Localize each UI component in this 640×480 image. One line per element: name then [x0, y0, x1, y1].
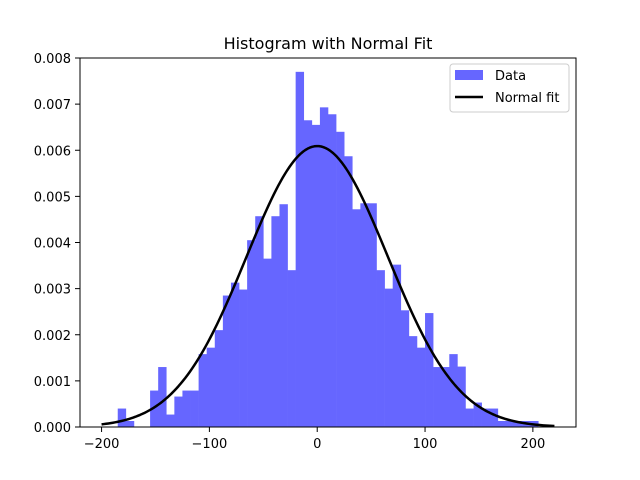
histogram-bar — [158, 367, 167, 427]
histogram-bar — [190, 390, 199, 427]
histogram-bar — [514, 421, 523, 427]
histogram-bar — [319, 107, 329, 427]
histogram-bar — [255, 216, 264, 427]
histogram-bar — [368, 203, 377, 427]
histogram-bar — [497, 421, 507, 427]
chart-title: Histogram with Normal Fit — [224, 34, 433, 53]
histogram-bar — [384, 288, 393, 428]
histogram-bar — [117, 408, 127, 427]
histogram-bar — [481, 408, 491, 427]
x-tick-label: 200 — [520, 437, 545, 452]
histogram-bar — [247, 240, 256, 427]
histogram-bar — [271, 216, 280, 427]
histogram-bar — [198, 354, 207, 427]
histogram-bars — [117, 71, 539, 428]
histogram-bar — [230, 282, 240, 427]
histogram-bar — [239, 289, 248, 427]
histogram-bar — [311, 124, 321, 427]
histogram-bar — [125, 421, 135, 427]
histogram-bar — [174, 396, 183, 427]
y-tick-label: 0.000 — [34, 421, 71, 436]
histogram-bar — [214, 330, 224, 427]
legend-swatch-data — [455, 70, 483, 80]
histogram-bar — [457, 366, 466, 427]
histogram-bar — [352, 209, 361, 427]
x-tick-label: 100 — [413, 437, 438, 452]
histogram-bar — [473, 402, 482, 427]
x-tick-label: −200 — [84, 437, 120, 452]
histogram-bar — [425, 313, 434, 427]
legend-label-data: Data — [495, 69, 526, 84]
histogram-bar — [449, 354, 458, 427]
histogram-bar — [400, 310, 410, 427]
histogram-bar — [328, 114, 337, 428]
histogram-bar — [344, 156, 353, 427]
histogram-bar — [279, 204, 288, 427]
histogram-bar — [222, 295, 232, 427]
histogram-bar — [505, 421, 515, 427]
histogram-bar — [206, 347, 216, 427]
y-tick-label: 0.003 — [34, 283, 71, 298]
histogram-bar — [166, 414, 175, 427]
axes: −200 −100 0 100 200 0.000 0.001 0.002 0.003 0.004… — [34, 52, 577, 452]
histogram-bar — [465, 408, 474, 427]
normal-fit-curve — [101, 144, 555, 428]
histogram-bar — [182, 390, 191, 427]
x-tick-label: −100 — [192, 437, 228, 452]
histogram-bar — [303, 120, 313, 428]
y-tick-label: 0.004 — [34, 237, 71, 252]
x-tick-label: 0 — [313, 437, 321, 452]
legend-label-normal-fit: Normal fit — [495, 91, 559, 106]
y-tick-label: 0.005 — [34, 190, 71, 205]
histogram-bar — [336, 131, 345, 428]
y-tick-label: 0.008 — [34, 52, 71, 67]
histogram-bar — [376, 270, 385, 427]
y-tick-label: 0.002 — [34, 329, 71, 344]
histogram-bar — [360, 203, 369, 427]
histogram-bar — [416, 347, 426, 427]
histogram-bar — [408, 336, 418, 427]
histogram-bar — [295, 71, 305, 427]
histogram-bar — [263, 258, 272, 427]
y-tick-label: 0.006 — [34, 144, 71, 159]
histogram-bar — [433, 367, 442, 427]
histogram-bar — [287, 270, 296, 427]
y-tick-label: 0.001 — [34, 375, 71, 390]
legend: Data Normal fit — [449, 63, 570, 113]
histogram-bar — [392, 264, 402, 427]
y-tick-label: 0.007 — [34, 98, 71, 113]
histogram-bar — [489, 408, 499, 427]
normal-fit-layer — [101, 144, 555, 428]
histogram-bar — [441, 367, 450, 427]
